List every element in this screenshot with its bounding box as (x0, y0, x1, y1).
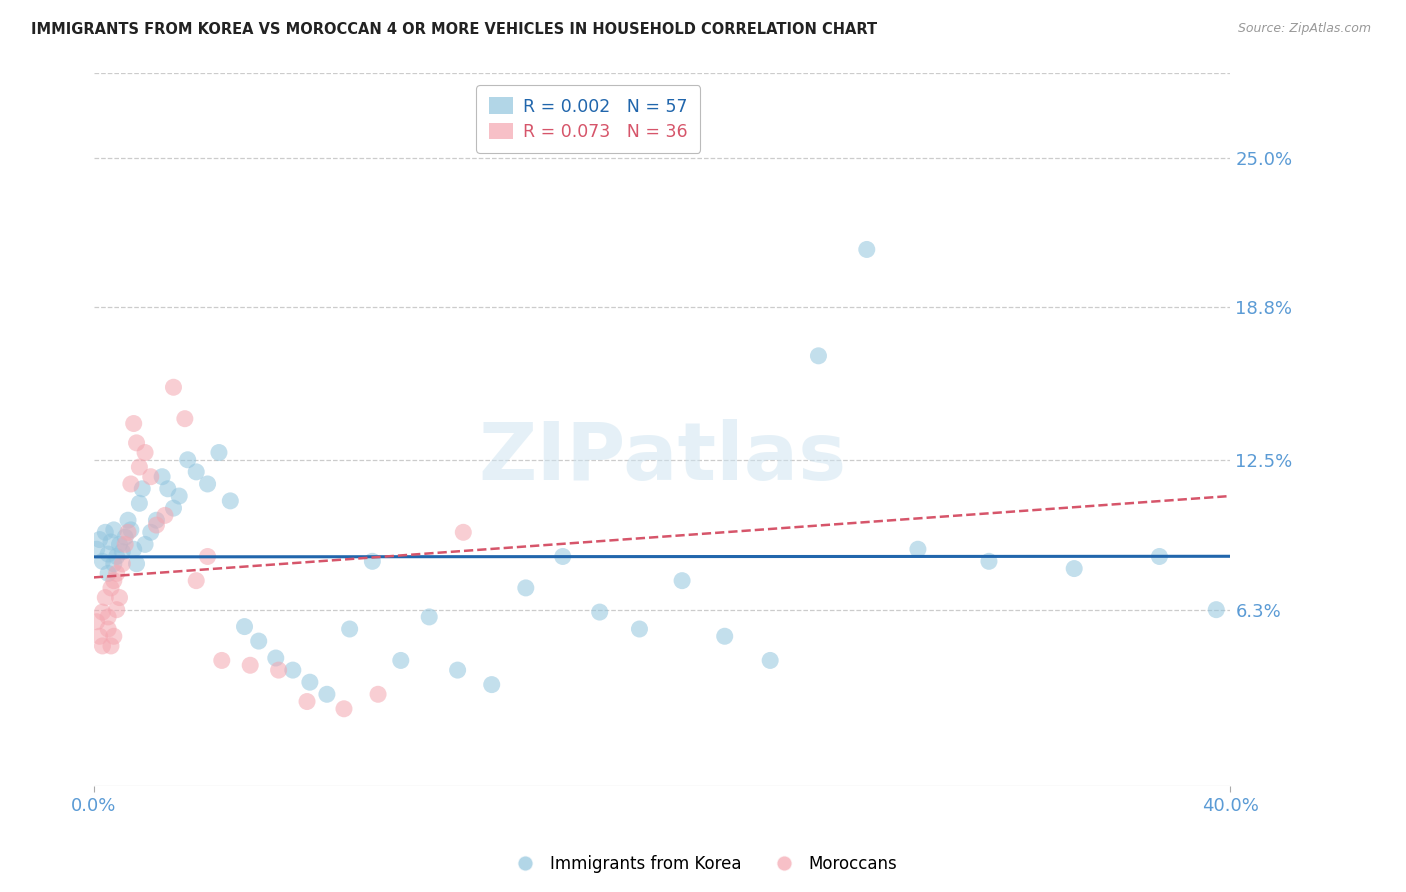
Point (589, 605, 612, 619)
Point (713, 629, 735, 643)
Point (117, 513, 139, 527)
Point (807, 349, 830, 363)
Point (453, 525, 475, 540)
Point (162, 380, 184, 394)
Point (211, 653, 233, 667)
Point (97, 547, 120, 561)
Point (295, 694, 318, 708)
Point (100, 639, 122, 653)
Point (219, 494, 242, 508)
Point (120, 523, 142, 537)
Point (162, 501, 184, 516)
Point (367, 687, 389, 701)
Point (105, 566, 128, 581)
Point (128, 460, 150, 475)
Point (316, 687, 339, 701)
Point (233, 619, 256, 633)
Point (156, 482, 179, 496)
Point (139, 469, 162, 483)
Point (91, 605, 114, 619)
Point (114, 530, 136, 544)
Point (89, 629, 111, 643)
Point (131, 482, 153, 496)
Point (117, 525, 139, 540)
Point (86, 542, 108, 557)
Point (103, 523, 125, 537)
Point (446, 663, 468, 677)
Point (153, 508, 176, 523)
Point (186, 574, 208, 588)
Point (186, 465, 208, 479)
Point (100, 535, 122, 549)
Point (176, 452, 198, 467)
Point (108, 537, 131, 551)
Point (333, 702, 356, 716)
Point (134, 445, 156, 459)
Point (239, 658, 262, 673)
Point (267, 663, 290, 677)
Point (551, 549, 574, 564)
Point (208, 445, 231, 459)
Point (907, 542, 929, 557)
Point (103, 557, 125, 571)
Point (120, 477, 142, 491)
Point (97, 622, 120, 636)
Point (1063, 561, 1085, 575)
Legend: R = 0.002   N = 57, R = 0.073   N = 36: R = 0.002 N = 57, R = 0.073 N = 36 (477, 86, 700, 153)
Point (125, 435, 148, 450)
Point (167, 489, 190, 503)
Point (114, 537, 136, 551)
Point (91, 639, 114, 653)
Point (1205, 602, 1227, 616)
Point (977, 554, 1000, 568)
Point (361, 554, 384, 568)
Point (759, 653, 782, 667)
Point (111, 557, 134, 571)
Point (108, 591, 131, 605)
Point (197, 549, 219, 564)
Point (94, 591, 117, 605)
Point (247, 634, 270, 648)
Point (855, 243, 877, 257)
Point (89, 533, 111, 547)
Point (105, 602, 128, 616)
Text: IMMIGRANTS FROM KOREA VS MOROCCAN 4 OR MORE VEHICLES IN HOUSEHOLD CORRELATION CH: IMMIGRANTS FROM KOREA VS MOROCCAN 4 OR M… (31, 22, 877, 37)
Point (628, 622, 651, 636)
Point (418, 610, 440, 624)
Point (145, 518, 167, 533)
Point (264, 651, 287, 665)
Point (671, 574, 693, 588)
Point (197, 477, 219, 491)
Text: ZIPatlas: ZIPatlas (478, 419, 846, 497)
Point (134, 537, 156, 551)
Point (1149, 549, 1171, 564)
Legend: Immigrants from Korea, Moroccans: Immigrants from Korea, Moroccans (502, 848, 904, 880)
Point (100, 581, 122, 595)
Point (105, 549, 128, 564)
Point (103, 574, 125, 588)
Point (125, 557, 148, 571)
Point (173, 411, 195, 425)
Point (389, 653, 412, 667)
Point (91, 554, 114, 568)
Point (481, 677, 503, 691)
Text: Source: ZipAtlas.com: Source: ZipAtlas.com (1237, 22, 1371, 36)
Point (103, 629, 125, 643)
Point (86, 615, 108, 629)
Point (150, 469, 173, 483)
Point (97, 566, 120, 581)
Point (298, 675, 321, 690)
Point (94, 525, 117, 540)
Point (111, 544, 134, 558)
Point (281, 663, 304, 677)
Point (122, 542, 145, 557)
Point (145, 513, 167, 527)
Point (122, 417, 145, 431)
Point (97, 610, 120, 624)
Point (139, 525, 162, 540)
Point (128, 496, 150, 510)
Point (339, 622, 361, 636)
Point (515, 581, 537, 595)
